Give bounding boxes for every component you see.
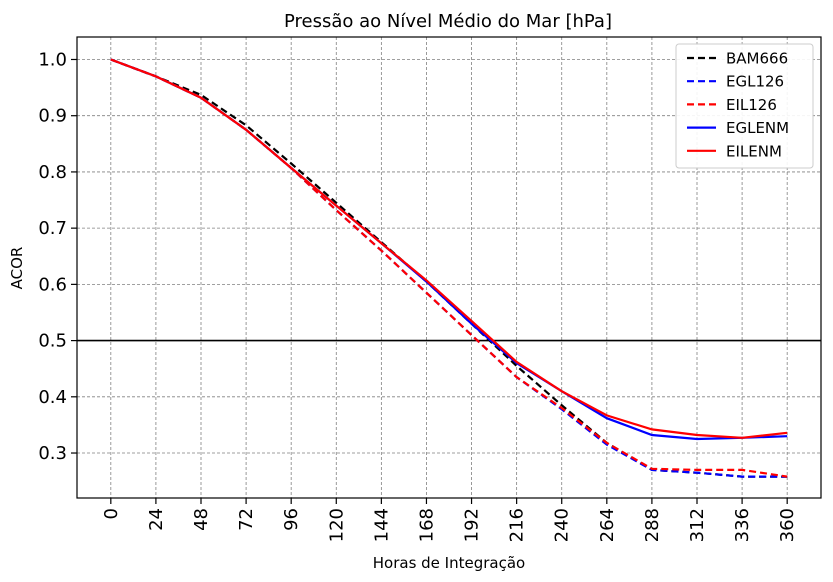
y-tick-label: 0.8 bbox=[38, 162, 67, 183]
x-tick-label: 264 bbox=[597, 508, 618, 542]
legend-box bbox=[675, 43, 814, 169]
y-axis-label: ACOR bbox=[8, 247, 26, 290]
x-tick-label: 336 bbox=[732, 508, 753, 542]
x-tick-label: 240 bbox=[552, 508, 573, 542]
series-lines bbox=[110, 58, 788, 478]
y-tick-label: 0.7 bbox=[38, 218, 67, 239]
legend-label-eglenm: EGLENM bbox=[726, 119, 789, 137]
y-tick-label: 0.9 bbox=[38, 106, 67, 127]
legend-label-egl126: EGL126 bbox=[726, 73, 784, 91]
x-tick-label: 288 bbox=[642, 508, 663, 542]
x-tick-label: 216 bbox=[507, 508, 528, 542]
y-tick-label: 0.5 bbox=[38, 331, 67, 352]
x-axis-ticks: 0 24 48 72 96 120 144 168 192 216 240 264 288 312 336 3… bbox=[101, 498, 798, 542]
x-tick-label: 72 bbox=[236, 508, 257, 531]
x-tick-label: 0 bbox=[101, 508, 122, 519]
x-tick-label: 360 bbox=[777, 508, 798, 542]
x-axis-label: Horas de Integração bbox=[373, 554, 525, 572]
y-tick-label: 0.4 bbox=[38, 387, 67, 408]
x-tick-label: 312 bbox=[687, 508, 708, 542]
x-tick-label: 144 bbox=[371, 508, 392, 542]
legend-label-bam666: BAM666 bbox=[726, 50, 788, 68]
x-tick-label: 24 bbox=[146, 508, 167, 531]
y-tick-label: 1.0 bbox=[38, 49, 67, 70]
legend-label-eil126: EIL126 bbox=[726, 96, 777, 114]
y-tick-label: 0.3 bbox=[38, 443, 67, 464]
legend: BAM666 EGL126 EIL126 EGLENM EILENM bbox=[675, 43, 814, 169]
plot-frame bbox=[76, 36, 822, 499]
y-tick-label: 0.6 bbox=[38, 274, 67, 295]
x-tick-label: 120 bbox=[326, 508, 347, 542]
x-tick-label: 192 bbox=[462, 508, 483, 542]
x-tick-label: 48 bbox=[191, 508, 212, 531]
chart-title: Pressão ao Nível Médio do Mar [hPa] bbox=[284, 11, 612, 32]
x-tick-label: 168 bbox=[416, 508, 437, 542]
legend-label-eilenm: EILENM bbox=[726, 142, 782, 160]
series-line-eilenm bbox=[110, 58, 788, 439]
x-tick-label: 96 bbox=[281, 508, 302, 531]
y-axis-ticks: 0.3 0.4 0.5 0.6 0.7 0.8 0.9 1.0 bbox=[38, 49, 77, 464]
